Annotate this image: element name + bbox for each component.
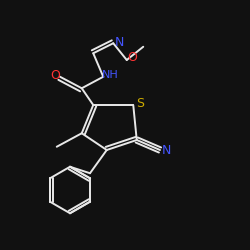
Text: NH: NH xyxy=(102,70,119,81)
Text: O: O xyxy=(128,51,138,64)
Text: O: O xyxy=(50,69,60,82)
Text: N: N xyxy=(114,36,124,49)
Text: N: N xyxy=(162,144,172,157)
Text: S: S xyxy=(136,97,144,110)
